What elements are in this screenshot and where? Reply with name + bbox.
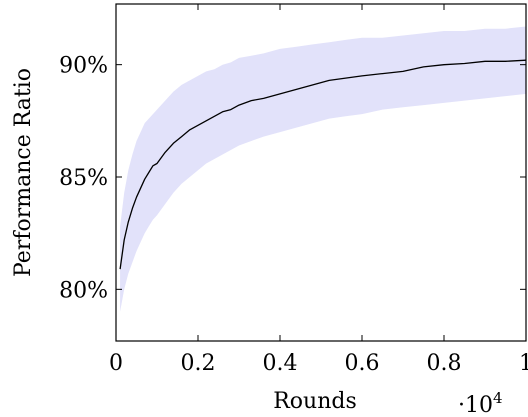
x-tick-label: 0.4	[263, 351, 298, 376]
x-axis-label: Rounds	[273, 389, 357, 414]
confidence-band-0	[120, 26, 526, 312]
confidence-band-layer	[120, 26, 526, 312]
y-axis-label: Performance Ratio	[11, 68, 36, 277]
x-tick-label: 0.8	[427, 351, 462, 376]
x-multiplier-exponent: 4	[493, 389, 503, 407]
mean-line-layer	[119, 59, 527, 270]
y-axis-ticks: 80% 85% 90%	[59, 54, 526, 303]
y-tick-label: 90%	[59, 54, 108, 79]
plot-frame	[115, 3, 527, 342]
x-tick-label: 0.2	[181, 351, 216, 376]
x-tick-label: 1	[519, 351, 528, 376]
x-axis-ticks: 0 0.2 0.4 0.6 0.8 1	[109, 4, 528, 376]
x-axis-multiplier: ·104	[458, 389, 503, 417]
x-tick-label: 0	[109, 351, 123, 376]
mean-line-0	[119, 59, 527, 270]
x-multiplier-base: ·10	[458, 393, 493, 417]
x-tick-label: 0.6	[345, 351, 380, 376]
y-tick-label: 85%	[59, 166, 108, 191]
y-tick-label: 80%	[59, 278, 108, 303]
